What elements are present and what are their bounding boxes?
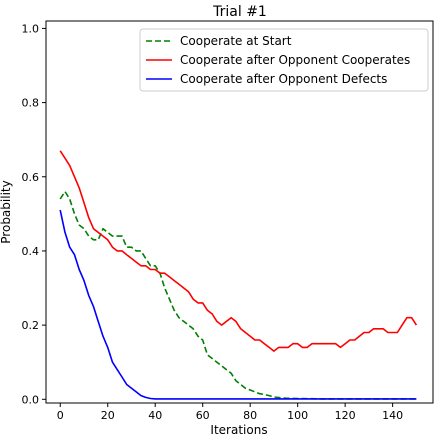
legend-label-3: Cooperate after Opponent Defects <box>180 72 387 86</box>
series-line-3 <box>59 209 417 400</box>
y-tick-label: 1.0 <box>22 22 40 35</box>
plot-area <box>59 150 418 400</box>
legend: Cooperate at Start Cooperate after Oppone… <box>139 28 429 92</box>
series-line-2 <box>59 150 418 352</box>
legend-box <box>139 28 429 92</box>
y-tick-label: 0.0 <box>22 393 40 406</box>
legend-label-2: Cooperate after Opponent Cooperates <box>180 53 410 67</box>
chart-title: Trial #1 <box>212 4 267 20</box>
y-axis-label: Probability <box>0 180 13 243</box>
axes-frame <box>45 20 434 404</box>
y-tick-label: 0.2 <box>22 319 40 332</box>
x-tick-label: 20 <box>101 409 115 422</box>
y-tick-label: 0.8 <box>22 97 40 110</box>
x-tick-label: 100 <box>287 409 308 422</box>
x-tick-label: 120 <box>335 409 356 422</box>
x-tick-label: 0 <box>57 409 64 422</box>
x-axis-label: Iterations <box>210 423 267 437</box>
x-tick-label: 80 <box>243 409 257 422</box>
y-tick-label: 0.4 <box>22 245 40 258</box>
x-tick-label: 40 <box>148 409 162 422</box>
legend-label-1: Cooperate at Start <box>180 34 292 48</box>
x-tick-label: 60 <box>196 409 210 422</box>
series-line-1 <box>59 190 417 400</box>
x-tick-label: 140 <box>382 409 403 422</box>
axes: 0 20 40 60 80 100 120 140 0.0 0.2 0.4 0.6 0.8 1.0 <box>22 20 434 422</box>
y-tick-label: 0.6 <box>22 171 40 184</box>
